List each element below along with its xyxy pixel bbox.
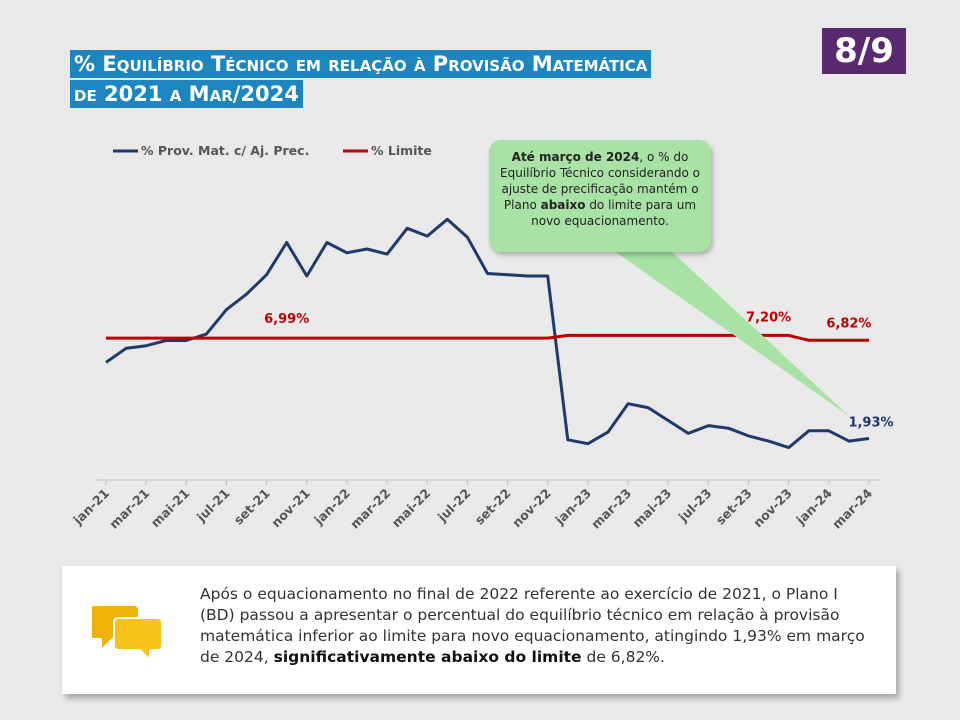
x-tick-label: mai-22 <box>389 486 434 531</box>
x-tick-label: jul-21 <box>193 486 233 526</box>
x-tick-label: nov-21 <box>268 486 313 531</box>
x-tick-label: mar-24 <box>829 485 875 531</box>
callout-bold-1: Até março de 2024 <box>512 150 640 164</box>
callout-box: Até março de 2024, o % do Equilíbrio Téc… <box>489 140 711 252</box>
summary-text-2: de 6,82%. <box>582 648 665 666</box>
x-tick-label: jul-23 <box>675 486 715 526</box>
data-label: 1,93% <box>848 416 893 431</box>
x-tick-label: jul-22 <box>434 486 474 526</box>
title-line-2: de 2021 a Mar/2024 <box>70 80 303 108</box>
data-label: 6,99% <box>264 312 309 327</box>
legend-label: % Prov. Mat. c/ Aj. Prec. <box>141 143 309 158</box>
x-tick-label: set-22 <box>472 486 514 528</box>
x-tick-label: mar-21 <box>106 486 152 532</box>
x-tick-label: set-21 <box>231 486 273 528</box>
data-label: 7,20% <box>746 310 791 325</box>
callout-bold-2: abaixo <box>541 198 586 212</box>
x-tick-label: mar-22 <box>347 486 393 532</box>
callout-pointer <box>610 248 849 416</box>
page-number-badge: 8/9 <box>822 28 906 74</box>
x-tick-label: mai-21 <box>148 486 193 531</box>
legend-label: % Limite <box>371 143 432 158</box>
x-tick-label: nov-23 <box>750 486 795 531</box>
chart-title: % Equilíbrio Técnico em relação à Provis… <box>70 50 770 110</box>
summary-bold: significativamente abaixo do limite <box>274 648 582 666</box>
x-tick-label: mai-23 <box>630 486 675 531</box>
speech-bubbles-icon <box>92 604 164 660</box>
x-tick-label: set-23 <box>713 486 755 528</box>
x-tick-label: mar-23 <box>588 486 634 532</box>
title-line-1: % Equilíbrio Técnico em relação à Provis… <box>70 50 651 78</box>
data-label: 6,82% <box>826 316 871 331</box>
summary-text: Após o equacionamento no final de 2022 r… <box>200 584 870 668</box>
x-tick-label: nov-22 <box>509 486 554 531</box>
summary-note: Após o equacionamento no final de 2022 r… <box>62 566 896 694</box>
